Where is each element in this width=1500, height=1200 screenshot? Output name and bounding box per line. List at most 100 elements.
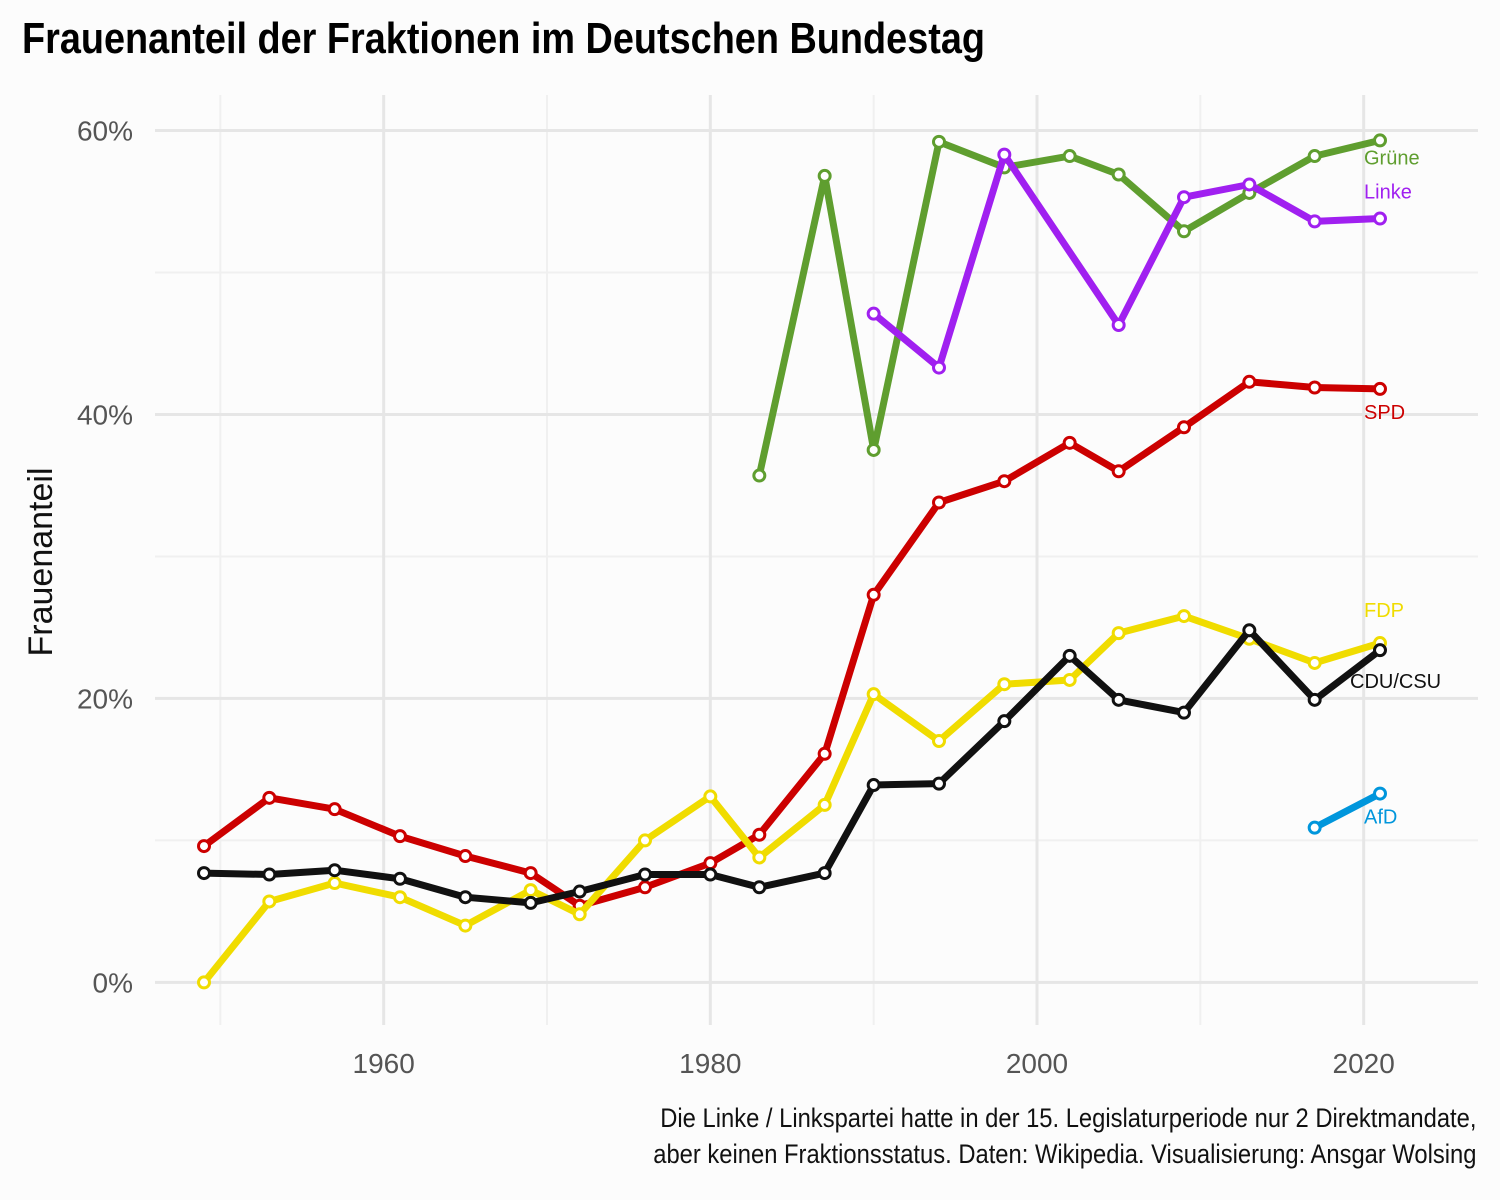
data-point-linke	[1111, 318, 1126, 333]
x-tick-label: 2020	[1333, 1048, 1395, 1079]
data-point-spd	[997, 474, 1012, 489]
series-line-spd	[200, 378, 1384, 910]
data-point-spd	[817, 746, 832, 761]
data-point-fdp	[197, 975, 211, 990]
data-point-cdu-csu	[1062, 648, 1077, 663]
data-point-fdp	[572, 907, 587, 922]
data-point-fdp	[866, 687, 881, 702]
data-point-cdu-csu	[393, 871, 407, 886]
data-point-fdp	[523, 883, 538, 898]
chart-title: Frauenanteil der Fraktionen im Deutschen…	[22, 14, 985, 63]
data-point-cdu-csu	[327, 863, 342, 878]
data-point-gr-ne	[866, 442, 881, 457]
data-point-gr-ne	[1111, 167, 1126, 182]
data-point-cdu-csu	[752, 880, 767, 895]
data-point-fdp	[817, 797, 832, 812]
data-point-fdp	[262, 894, 277, 909]
series-linke	[866, 147, 1387, 375]
data-point-fdp	[393, 890, 407, 905]
data-point-spd	[393, 829, 407, 844]
series-fdp	[197, 609, 1387, 990]
data-point-linke	[1373, 211, 1387, 226]
data-point-gr-ne	[932, 134, 946, 149]
x-tick-label: 2000	[1006, 1048, 1068, 1079]
series-spd	[197, 374, 1387, 913]
data-point-cdu-csu	[1373, 643, 1387, 658]
data-point-fdp	[1307, 655, 1322, 670]
data-point-cdu-csu	[1111, 692, 1126, 707]
series-group	[197, 133, 1387, 990]
caption-line-1: Die Linke / Linkspartei hatte in der 15.…	[659, 1103, 1476, 1133]
data-point-cdu-csu	[638, 867, 652, 882]
data-point-spd	[1373, 381, 1387, 396]
data-point-spd	[1242, 374, 1257, 389]
y-tick-label: 60%	[77, 115, 133, 146]
x-tick-label: 1960	[353, 1048, 415, 1079]
series-label-linke: Linke	[1364, 182, 1412, 204]
data-point-spd	[1111, 464, 1126, 479]
data-point-fdp	[638, 833, 652, 848]
data-point-cdu-csu	[572, 884, 587, 899]
data-point-spd	[523, 866, 538, 881]
data-point-afd	[1373, 786, 1387, 801]
data-point-fdp	[1111, 626, 1126, 641]
data-point-cdu-csu	[1242, 623, 1257, 638]
series-afd	[1307, 786, 1387, 835]
data-point-linke	[932, 360, 946, 375]
data-point-cdu-csu	[1307, 692, 1322, 707]
data-point-fdp	[327, 876, 342, 891]
data-point-gr-ne	[1062, 149, 1077, 164]
x-tick-label: 1980	[679, 1048, 741, 1079]
data-point-cdu-csu	[703, 867, 718, 882]
data-point-afd	[1307, 820, 1322, 835]
data-point-linke	[997, 147, 1012, 162]
y-tick-label: 0%	[93, 967, 133, 998]
data-point-fdp	[752, 850, 767, 865]
series-label-fdp: FDP	[1364, 600, 1404, 622]
data-point-gr-ne	[1177, 224, 1191, 239]
data-point-fdp	[703, 789, 718, 804]
series-line-gr-ne	[755, 136, 1384, 479]
data-point-spd	[197, 839, 211, 854]
data-point-spd	[327, 802, 342, 817]
axes: 1960 1980 2000 2020 0% 20% 40% 60%	[77, 115, 1395, 1079]
data-point-gr-ne	[1373, 133, 1387, 148]
data-point-fdp	[1062, 672, 1077, 687]
data-point-linke	[1307, 214, 1322, 229]
grid	[155, 95, 1478, 1025]
y-tick-label: 20%	[77, 683, 133, 714]
data-point-cdu-csu	[523, 895, 538, 910]
data-point-cdu-csu	[458, 890, 473, 905]
data-point-cdu-csu	[197, 866, 211, 881]
series-label-spd: SPD	[1364, 402, 1405, 424]
data-point-spd	[866, 587, 881, 602]
series-line-cdu-csu	[200, 626, 1384, 907]
data-point-spd	[1177, 420, 1191, 435]
data-point-spd	[1307, 380, 1322, 395]
data-point-cdu-csu	[866, 778, 881, 793]
series-label-afd: AfD	[1364, 807, 1397, 829]
data-point-cdu-csu	[817, 866, 832, 881]
series-label-cdu-csu: CDU/CSU	[1350, 671, 1441, 693]
data-point-linke	[1242, 177, 1257, 192]
data-point-spd	[262, 790, 277, 805]
chart-caption: Die Linke / Linkspartei hatte in der 15.…	[541, 1100, 1476, 1172]
data-point-spd	[638, 880, 652, 895]
data-point-fdp	[997, 677, 1012, 692]
series-labels: Grüne Linke SPD FDP CDU/CSU AfD	[1350, 147, 1441, 828]
series-line-linke	[870, 151, 1384, 372]
data-point-gr-ne	[1307, 149, 1322, 164]
data-point-cdu-csu	[932, 776, 946, 791]
data-point-spd	[703, 856, 718, 871]
data-point-spd	[932, 495, 946, 510]
data-point-linke	[866, 306, 881, 321]
data-point-cdu-csu	[262, 867, 277, 882]
data-point-gr-ne	[817, 168, 832, 183]
data-point-fdp	[932, 734, 946, 749]
data-point-cdu-csu	[1177, 705, 1191, 720]
y-axis-title: Frauenanteil	[22, 467, 60, 656]
series-gr-ne	[752, 133, 1387, 483]
data-point-fdp	[458, 918, 473, 933]
series-label-gr-ne: Grüne	[1364, 147, 1420, 169]
caption-line-2: aber keinen Fraktionsstatus. Daten: Wiki…	[652, 1139, 1476, 1169]
